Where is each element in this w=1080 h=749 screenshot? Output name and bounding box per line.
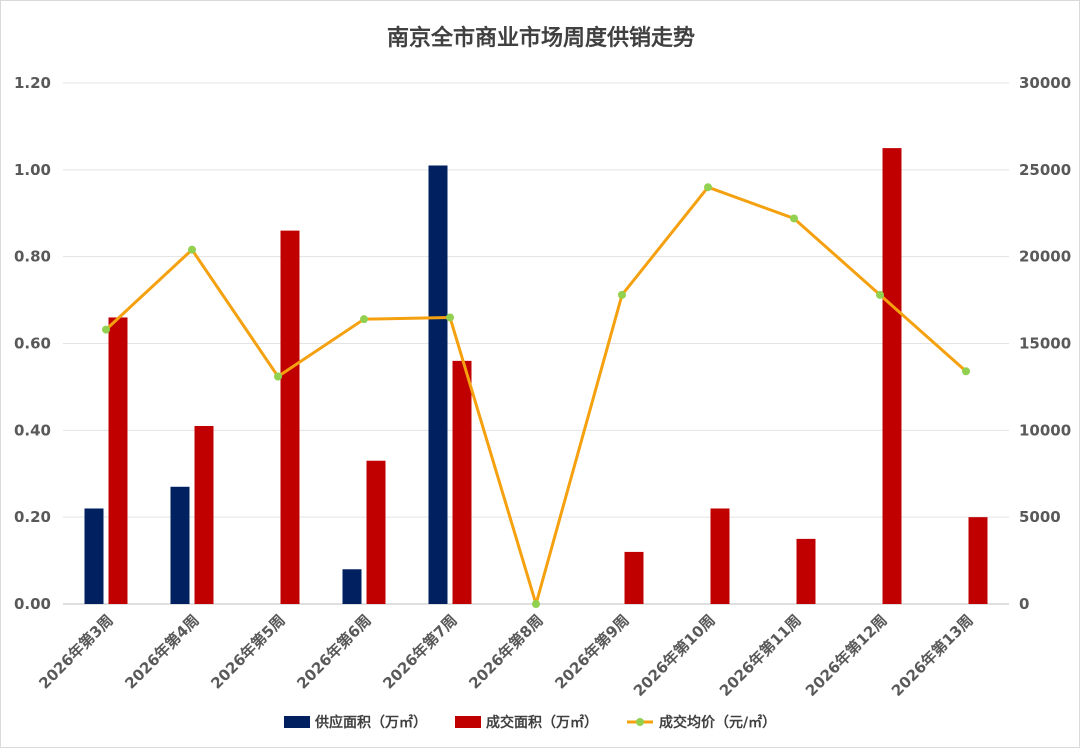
- x-tick-label: 2026年第13周: [888, 611, 977, 700]
- right-tick-label: 10000: [1019, 421, 1071, 439]
- deal-bar: [710, 508, 730, 604]
- x-tick-label: 2026年第10周: [630, 611, 719, 700]
- price-point: [188, 245, 196, 254]
- right-tick-label: 20000: [1019, 248, 1071, 266]
- x-tick-label: 2026年第4周: [121, 611, 202, 692]
- chart-title: 南京全市商业市场周度供销走势: [387, 25, 695, 51]
- deal-bar: [796, 538, 816, 604]
- deal-bar: [882, 148, 902, 604]
- right-tick-label: 25000: [1019, 161, 1071, 179]
- x-tick-label: 2026年第11周: [716, 611, 805, 700]
- legend-swatch-deal: [455, 716, 481, 728]
- price-point: [274, 372, 282, 381]
- price-point: [790, 214, 798, 223]
- left-tick-label: 1.00: [14, 161, 51, 179]
- price-point: [704, 183, 712, 192]
- x-tick-label: 2026年第7周: [379, 611, 460, 692]
- deal-bar: [108, 317, 128, 604]
- left-tick-label: 0.00: [14, 595, 51, 613]
- price-point: [532, 600, 540, 608]
- bars: [84, 148, 988, 604]
- supply-bar: [84, 508, 104, 604]
- legend: 供应面积（万㎡） 成交面积（万㎡） 成交均价（元/㎡）: [284, 714, 776, 731]
- x-tick-label: 2026年第6周: [293, 611, 374, 692]
- x-tick-label: 2026年第12周: [802, 611, 891, 700]
- x-tick-label: 2026年第5周: [207, 611, 288, 692]
- deal-bar: [452, 360, 472, 604]
- price-point: [446, 313, 454, 322]
- x-tick-label: 2026年第9周: [551, 611, 632, 692]
- legend-swatch-price-marker: [636, 718, 644, 726]
- left-tick-label: 0.60: [14, 335, 51, 353]
- right-tick-label: 30000: [1019, 74, 1071, 92]
- gridlines: [63, 82, 1009, 605]
- legend-label-price: 成交均价（元/㎡）: [659, 714, 776, 731]
- price-point: [876, 290, 884, 299]
- legend-label-supply: 供应面积（万㎡）: [314, 714, 427, 731]
- legend-swatch-supply: [284, 716, 310, 728]
- x-axis-ticks: 2026年第3周 2026年第4周 2026年第5周 2026年第6周 2026年第7周…: [35, 611, 976, 700]
- deal-bar: [280, 230, 300, 604]
- price-point: [102, 325, 110, 334]
- right-tick-label: 0: [1019, 595, 1029, 613]
- right-axis-ticks: 0 5000 10000 15000 20000 25000 30000: [1019, 74, 1071, 613]
- price-point: [360, 315, 368, 324]
- x-tick-label: 2026年第8周: [465, 611, 546, 692]
- x-tick-label: 2026年第3周: [35, 611, 116, 692]
- right-tick-label: 5000: [1019, 508, 1061, 526]
- price-point: [618, 290, 626, 299]
- supply-bar: [428, 165, 448, 604]
- price-point: [962, 367, 970, 376]
- supply-bar: [170, 486, 190, 604]
- price-line: [102, 183, 970, 608]
- left-tick-label: 0.80: [14, 248, 51, 266]
- legend-label-deal: 成交面积（万㎡）: [486, 714, 598, 731]
- right-tick-label: 15000: [1019, 335, 1071, 353]
- deal-bar: [194, 425, 214, 604]
- deal-bar: [968, 517, 988, 604]
- left-axis-ticks: 0.00 0.20 0.40 0.60 0.80 1.00 1.20: [14, 74, 51, 613]
- deal-bar: [366, 460, 386, 604]
- deal-bar: [624, 551, 644, 604]
- left-tick-label: 0.20: [14, 508, 51, 526]
- left-tick-label: 1.20: [14, 74, 51, 92]
- supply-bar: [342, 569, 362, 604]
- price-series-line: [104, 185, 967, 606]
- left-tick-label: 0.40: [14, 421, 51, 439]
